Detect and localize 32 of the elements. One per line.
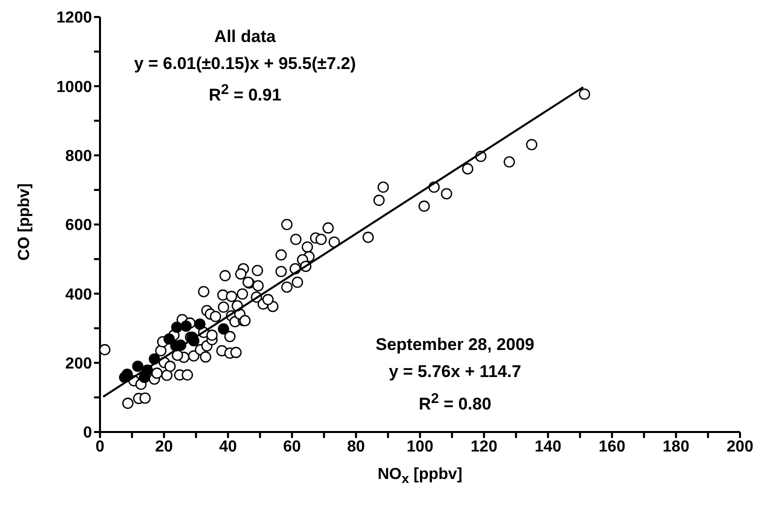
y-tick-label: 1000: [56, 78, 92, 96]
annotation: y = 5.76x + 114.7: [388, 362, 522, 382]
x-tick-label: 180: [662, 438, 690, 456]
y-tick-label: 400: [65, 286, 92, 304]
x-tick-label: 120: [470, 438, 498, 456]
x-tick-label: 140: [534, 438, 562, 456]
y-tick-label: 0: [83, 424, 92, 442]
annotation: R$^{2}$ = 0.80: [418, 390, 492, 415]
point: [163, 333, 175, 345]
point: [132, 360, 144, 372]
annotation: September 28, 2009: [374, 335, 536, 355]
y-tick-label: 600: [65, 217, 92, 234]
x-tick-label: 40: [219, 438, 237, 456]
y-axis-title: CO [ppbv]: [16, 182, 34, 263]
y-tick-label: 200: [65, 356, 92, 373]
x-tick-label: 160: [598, 438, 626, 456]
x-tick-label: 100: [406, 438, 434, 456]
point: [180, 320, 192, 332]
point: [171, 322, 182, 333]
point: [218, 323, 230, 335]
x-tick-label: 20: [155, 438, 173, 456]
x-tick-label: 0: [96, 438, 105, 456]
x-tick-label: 80: [347, 438, 365, 456]
x-tick-label: 200: [726, 438, 754, 456]
y-tick-label: 1200: [56, 10, 92, 27]
x-axis-title: NO$_{x}$ [ppbv]: [376, 466, 464, 486]
point: [194, 318, 206, 330]
x-tick-label: 60: [283, 438, 301, 456]
y-tick-label: 800: [65, 148, 92, 166]
annotation: R$^{2}$ = 0.91: [208, 82, 282, 105]
annotation: All data: [213, 27, 277, 47]
annotation: y = 6.01(±0.15)x + 95.5(±7.2): [133, 54, 357, 74]
